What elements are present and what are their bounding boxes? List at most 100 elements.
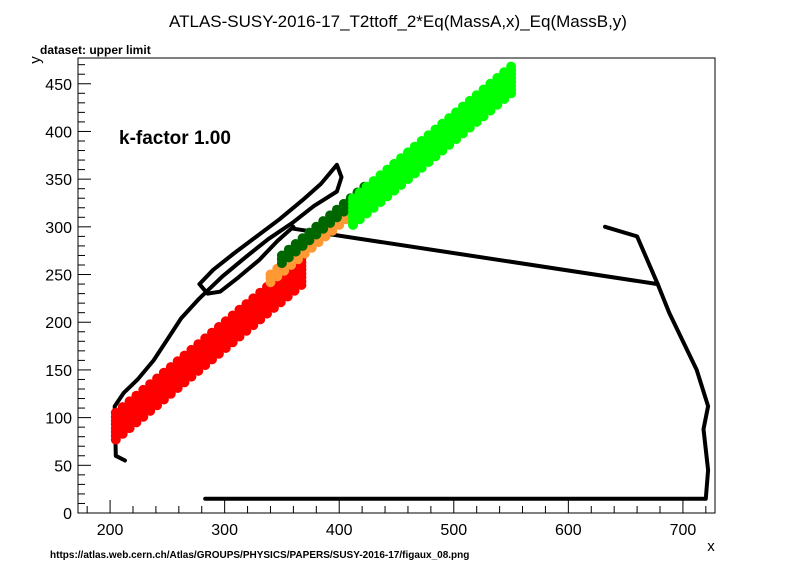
source-url: https://atlas.web.cern.ch/Atlas/GROUPS/P… bbox=[50, 550, 469, 561]
x-tick-label: 300 bbox=[211, 522, 238, 539]
y-tick-label: 300 bbox=[45, 220, 72, 237]
data-point-green bbox=[348, 219, 358, 230]
data-point-red bbox=[117, 428, 128, 439]
data-point-green bbox=[423, 157, 434, 167]
data-point-green bbox=[430, 151, 441, 162]
chart-subtitle: dataset: upper limit bbox=[40, 43, 151, 57]
points-layer bbox=[110, 61, 517, 445]
data-point-orange bbox=[279, 265, 290, 276]
data-point-red bbox=[262, 308, 272, 319]
data-point-red bbox=[207, 354, 217, 365]
data-point-green bbox=[361, 208, 372, 219]
data-point-green bbox=[471, 116, 482, 127]
data-point-darkgreen bbox=[276, 258, 287, 269]
data-point-green bbox=[354, 214, 365, 225]
x-axis-label: x bbox=[707, 538, 715, 555]
data-point-red bbox=[241, 325, 252, 336]
data-point-green bbox=[506, 88, 517, 99]
y-tick-label: 50 bbox=[54, 458, 72, 475]
data-point-green bbox=[478, 111, 489, 122]
data-point-red bbox=[186, 371, 197, 382]
data-point-orange bbox=[320, 231, 331, 242]
data-point-red bbox=[145, 405, 156, 416]
data-point-green bbox=[396, 179, 407, 190]
chart-title: ATLAS-SUSY-2016-17_T2ttoff_2*Eq(MassA,x)… bbox=[169, 12, 627, 31]
data-point-green bbox=[389, 185, 400, 196]
data-point-red bbox=[255, 314, 266, 325]
data-point-red bbox=[179, 377, 190, 388]
data-point-red bbox=[213, 348, 224, 359]
y-tick-label: 150 bbox=[45, 363, 72, 380]
data-point-red bbox=[172, 383, 183, 393]
y-axis: 0 50 100 150 200 250 300 350 400 450 bbox=[45, 64, 91, 523]
x-tick-label: 700 bbox=[670, 522, 697, 539]
contour-layer bbox=[112, 162, 711, 501]
data-point-red bbox=[275, 297, 286, 308]
data-point-red bbox=[152, 400, 163, 411]
y-tick-label: 400 bbox=[45, 124, 72, 141]
contour-band-lower bbox=[112, 162, 344, 463]
data-point-orange bbox=[293, 254, 303, 265]
data-point-green bbox=[409, 168, 420, 179]
y-tick-label: 100 bbox=[45, 411, 72, 428]
data-point-red bbox=[200, 360, 211, 371]
y-tick-label: 0 bbox=[63, 506, 72, 523]
x-tick-label: 500 bbox=[440, 522, 467, 539]
x-tick-label: 600 bbox=[555, 522, 582, 539]
x-axis: 200 300 400 500 600 700 bbox=[86, 500, 707, 539]
data-point-orange bbox=[286, 260, 297, 270]
data-point-orange bbox=[272, 271, 283, 282]
data-point-green bbox=[375, 197, 386, 207]
data-point-green bbox=[403, 174, 413, 185]
data-point-darkgreen bbox=[283, 252, 294, 263]
data-point-red bbox=[165, 388, 176, 399]
data-point-darkgreen bbox=[318, 223, 329, 234]
data-point-red bbox=[131, 417, 142, 428]
data-point-green bbox=[368, 202, 379, 213]
x-tick-label: 200 bbox=[97, 522, 124, 539]
data-point-orange bbox=[306, 242, 317, 253]
data-point-green bbox=[485, 105, 496, 116]
data-point-green bbox=[382, 191, 393, 202]
data-point-green bbox=[444, 139, 455, 150]
data-point-green bbox=[416, 162, 427, 173]
data-point-green bbox=[457, 128, 468, 139]
data-point-red bbox=[158, 394, 169, 405]
y-tick-label: 250 bbox=[45, 268, 72, 285]
contour-band-upper bbox=[203, 224, 711, 501]
data-point-darkgreen bbox=[338, 206, 349, 217]
data-point-red bbox=[124, 423, 135, 434]
x-tick-label: 400 bbox=[326, 522, 353, 539]
data-point-red bbox=[248, 320, 259, 331]
data-point-darkgreen bbox=[331, 212, 342, 223]
data-point-green bbox=[499, 94, 510, 104]
y-tick-label: 350 bbox=[45, 172, 72, 189]
data-point-green bbox=[451, 134, 462, 145]
data-point-darkgreen bbox=[290, 246, 301, 257]
data-point-red bbox=[227, 337, 238, 348]
data-point-red bbox=[268, 302, 279, 313]
data-point-darkgreen bbox=[304, 235, 315, 246]
data-point-orange bbox=[327, 225, 338, 236]
data-point-orange bbox=[265, 277, 276, 288]
contour-line bbox=[291, 226, 660, 287]
data-point-red bbox=[110, 434, 121, 445]
y-tick-label: 450 bbox=[45, 77, 72, 94]
y-axis-label: y bbox=[27, 56, 44, 64]
data-point-red bbox=[282, 291, 293, 302]
data-point-green bbox=[492, 99, 503, 110]
data-point-red bbox=[220, 343, 231, 353]
data-point-red bbox=[138, 411, 149, 422]
data-point-green bbox=[464, 122, 475, 133]
data-point-darkgreen bbox=[311, 229, 322, 240]
data-point-darkgreen bbox=[297, 240, 308, 251]
data-point-red bbox=[289, 285, 300, 296]
data-point-darkgreen bbox=[325, 218, 336, 228]
data-point-red bbox=[193, 365, 204, 376]
data-point-red bbox=[234, 331, 245, 342]
data-point-orange bbox=[313, 237, 324, 248]
data-point-green bbox=[437, 145, 448, 156]
data-point-orange bbox=[334, 219, 345, 230]
